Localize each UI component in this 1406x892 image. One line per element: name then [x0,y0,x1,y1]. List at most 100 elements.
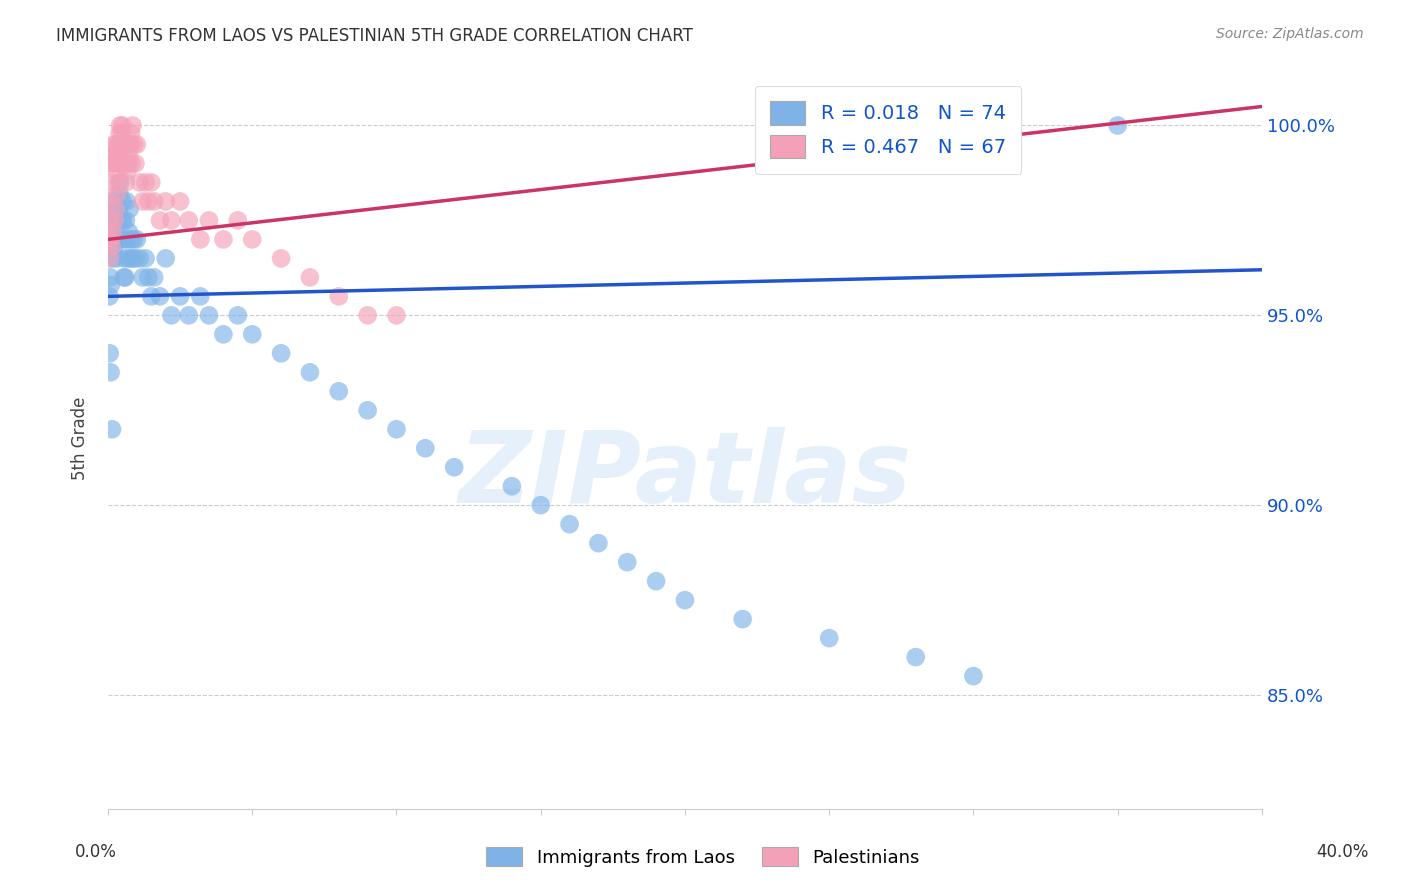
Point [134,252,156,266]
Point [103,156,125,170]
Point [298,365,321,379]
Point [125,232,148,246]
Point [160,213,183,227]
Point [212,232,235,246]
Point [177,213,200,227]
Point [143,194,166,209]
Point [443,460,465,475]
Point [356,309,378,323]
Point [108,186,131,201]
Point [100,365,122,379]
Y-axis label: 5th Grade: 5th Grade [72,397,89,481]
Point [105,137,128,152]
Point [111,119,134,133]
Point [131,194,153,209]
Point [160,309,183,323]
Point [112,252,135,266]
Point [962,669,984,683]
Point [103,137,125,152]
Point [98,346,121,360]
Point [124,252,146,266]
Point [98,232,121,246]
Point [169,289,191,303]
Point [240,232,263,246]
Point [98,270,121,285]
Point [128,176,150,190]
Point [108,126,131,140]
Point [104,194,127,209]
Point [141,289,163,303]
Point [115,213,138,227]
Point [111,194,134,209]
Point [118,202,141,216]
Point [328,289,350,303]
Point [117,232,139,246]
Point [117,156,139,170]
Point [118,225,141,239]
Point [115,176,138,190]
Point [212,327,235,342]
Point [134,176,156,190]
Point [110,137,132,152]
Point [117,252,139,266]
Text: 40.0%: 40.0% [1316,843,1369,861]
Point [169,194,191,209]
Point [122,137,145,152]
Point [117,164,139,178]
Point [385,422,408,436]
Point [100,232,122,246]
Point [125,137,148,152]
Point [198,309,221,323]
Point [101,225,124,239]
Point [226,309,249,323]
Point [111,213,134,227]
Point [141,176,163,190]
Point [98,213,121,227]
Point [108,176,131,190]
Point [100,277,122,292]
Point [155,252,177,266]
Point [356,403,378,417]
Point [904,650,927,665]
Point [118,149,141,163]
Point [105,252,128,266]
Point [103,225,125,239]
Text: IMMIGRANTS FROM LAOS VS PALESTINIAN 5TH GRADE CORRELATION CHART: IMMIGRANTS FROM LAOS VS PALESTINIAN 5TH … [56,27,693,45]
Point [131,270,153,285]
Point [101,252,124,266]
Point [111,213,134,227]
Point [270,252,292,266]
Point [128,252,150,266]
Point [101,213,124,227]
Point [120,252,142,266]
Point [100,176,122,190]
Point [731,612,754,626]
Point [103,240,125,254]
Point [226,213,249,227]
Point [616,555,638,569]
Point [115,194,138,209]
Point [143,270,166,285]
Point [114,156,136,170]
Point [104,213,127,227]
Point [645,574,668,589]
Point [107,176,129,190]
Legend: R = 0.018   N = 74, R = 0.467   N = 67: R = 0.018 N = 74, R = 0.467 N = 67 [755,86,1021,174]
Point [98,252,121,266]
Point [115,137,138,152]
Point [104,202,127,216]
Text: 0.0%: 0.0% [75,843,117,861]
Point [105,202,128,216]
Point [110,232,132,246]
Point [1107,119,1129,133]
Point [114,156,136,170]
Point [101,156,124,170]
Point [111,137,134,152]
Point [108,202,131,216]
Point [298,270,321,285]
Text: ZIPatlas: ZIPatlas [458,427,911,524]
Point [100,194,122,209]
Point [100,240,122,254]
Point [530,498,553,512]
Point [558,517,581,532]
